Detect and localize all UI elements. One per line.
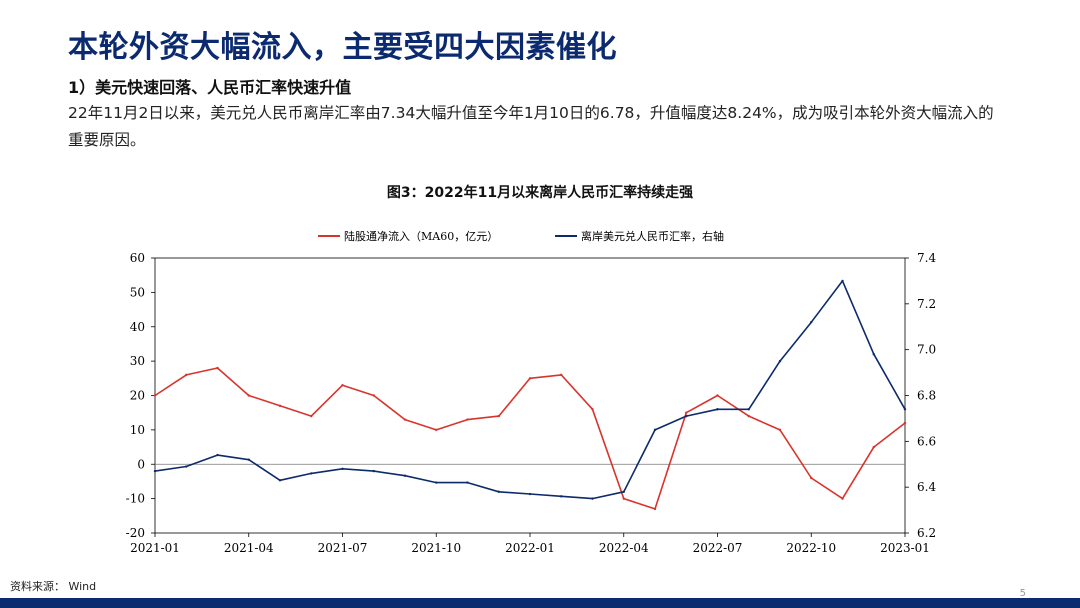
y-right-tick-label: 6.2 bbox=[917, 526, 936, 540]
series-2-point bbox=[778, 359, 782, 363]
series-1-point bbox=[247, 394, 250, 397]
y-left-tick-label: 40 bbox=[130, 320, 145, 334]
chart-lines bbox=[153, 279, 907, 511]
series-1-point bbox=[685, 411, 688, 414]
body-paragraph: 22年11月2日以来，美元兑人民币离岸汇率由7.34大幅升值至今年1月10日的6… bbox=[68, 104, 994, 149]
series-1-point bbox=[560, 373, 563, 377]
y-left-tick-label: 0 bbox=[137, 457, 145, 471]
x-tick-label: 2021-07 bbox=[318, 541, 368, 555]
series-2-point bbox=[685, 414, 688, 418]
x-tick-label: 2021-10 bbox=[411, 541, 461, 555]
series-2-point bbox=[341, 467, 344, 471]
series-1-point bbox=[310, 414, 313, 418]
legend-label-1: 陆股通净流入（MA60，亿元） bbox=[344, 229, 498, 243]
x-tick-label: 2023-01 bbox=[880, 541, 930, 555]
series-1-point bbox=[810, 476, 813, 480]
series-2-point bbox=[653, 428, 657, 432]
series-1-point bbox=[153, 394, 157, 397]
chart-axes: -20 -10 0 10 20 30 40 50 60 6.2 6.4 6.6 6.8 7.0 7.2 7.4… bbox=[126, 251, 937, 555]
series-2-point bbox=[591, 497, 594, 500]
series-2-point bbox=[185, 465, 188, 468]
x-tick-label: 2021-04 bbox=[224, 541, 274, 555]
series-1-point bbox=[341, 383, 344, 387]
y-left-tick-label: 30 bbox=[130, 354, 145, 368]
chart-legend: 陆股通净流入（MA60，亿元） 离岸美元兑人民币汇率，右轴 bbox=[318, 229, 724, 243]
series-2-point bbox=[528, 492, 532, 496]
plot-frame bbox=[154, 257, 906, 534]
series-2-point bbox=[403, 474, 407, 477]
series-2-point bbox=[497, 490, 500, 493]
x-tick-label: 2022-01 bbox=[505, 541, 555, 555]
y-right-tick-label: 7.0 bbox=[917, 343, 936, 357]
series-2-point bbox=[310, 472, 313, 475]
series-2-point bbox=[216, 453, 219, 457]
figure-title: 图3：2022年11月以来离岸人民币汇率持续走强 bbox=[386, 185, 694, 201]
y-right-tick-label: 7.4 bbox=[917, 251, 936, 265]
y-right-tick-label: 7.2 bbox=[917, 297, 936, 311]
series-2-point bbox=[435, 481, 438, 484]
series-1-point bbox=[841, 497, 844, 500]
y-left-tick-label: -20 bbox=[126, 526, 145, 540]
series-line-1 bbox=[154, 367, 906, 510]
series-1-point bbox=[622, 497, 625, 500]
series-2-point bbox=[560, 495, 563, 498]
x-tick-label: 2022-07 bbox=[693, 541, 743, 555]
series-2-point bbox=[247, 458, 250, 461]
exchange-rate-flow-chart: 陆股通净流入（MA60，亿元） 离岸美元兑人民币汇率，右轴 -20 -10 0 10 20… bbox=[126, 229, 937, 555]
footer-bar bbox=[0, 598, 1080, 608]
slide-title: 本轮外资大幅流入，主要受四大因素催化 bbox=[68, 30, 617, 65]
series-2-point bbox=[872, 353, 875, 356]
series-1-point bbox=[185, 373, 188, 377]
x-tick-label: 2022-04 bbox=[599, 541, 649, 555]
series-2-point bbox=[841, 279, 844, 283]
x-tick-label: 2022-10 bbox=[786, 541, 836, 555]
series-1-point bbox=[653, 507, 657, 511]
y-left-tick-label: 60 bbox=[130, 251, 145, 265]
y-right-tick-label: 6.4 bbox=[917, 480, 936, 494]
series-1-point bbox=[528, 377, 532, 380]
series-1-point bbox=[403, 418, 407, 421]
series-2-point bbox=[278, 479, 282, 482]
series-2-point bbox=[716, 408, 719, 411]
y-right-tick-label: 6.8 bbox=[917, 389, 936, 403]
legend-label-2: 离岸美元兑人民币汇率，右轴 bbox=[581, 229, 724, 243]
series-1-point bbox=[872, 445, 875, 449]
y-left-tick-label: 50 bbox=[130, 285, 145, 299]
series-2-point bbox=[622, 490, 625, 493]
y-left-tick-label: 20 bbox=[130, 389, 145, 403]
series-line-2 bbox=[154, 280, 906, 500]
series-2-point bbox=[153, 469, 157, 473]
y-left-tick-label: 10 bbox=[130, 423, 145, 437]
series-1-point bbox=[435, 428, 438, 432]
series-1-point bbox=[716, 394, 719, 397]
page-number: 5 bbox=[1019, 588, 1026, 599]
series-1-point bbox=[216, 366, 219, 370]
series-2-point bbox=[810, 320, 813, 324]
series-2-point bbox=[466, 481, 469, 484]
series-1-point bbox=[778, 428, 782, 432]
source-note: 资料来源： Wind bbox=[10, 580, 97, 593]
series-1-point bbox=[903, 421, 907, 425]
series-1-point bbox=[466, 418, 469, 421]
y-left-tick-label: -10 bbox=[126, 492, 145, 506]
x-tick-label: 2021-01 bbox=[130, 541, 180, 555]
series-1-point bbox=[497, 414, 500, 418]
series-2-point bbox=[747, 408, 750, 411]
series-1-point bbox=[278, 404, 282, 408]
section-subheading: 1）美元快速回落、人民币汇率快速升值 bbox=[68, 78, 352, 97]
series-1-point bbox=[747, 414, 750, 418]
series-2-point bbox=[372, 469, 375, 473]
series-1-point bbox=[372, 394, 375, 397]
series-2-point bbox=[903, 408, 907, 411]
y-right-tick-label: 6.6 bbox=[917, 434, 936, 448]
series-1-point bbox=[591, 408, 594, 411]
